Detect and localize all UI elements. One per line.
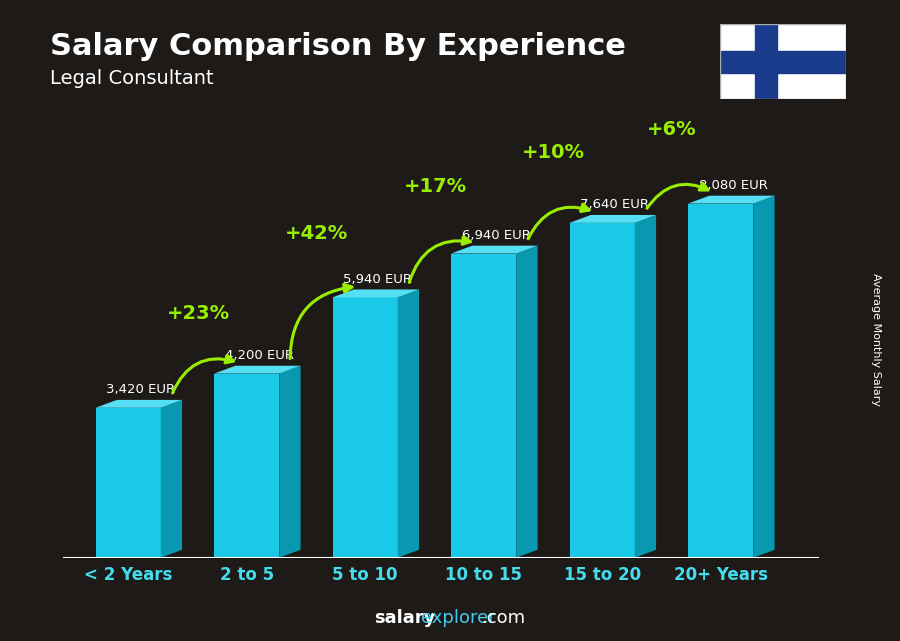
Polygon shape [214,366,301,374]
Polygon shape [451,246,537,254]
Polygon shape [95,408,161,558]
Polygon shape [333,297,398,558]
Text: 5,940 EUR: 5,940 EUR [343,273,412,286]
Polygon shape [570,223,634,558]
Text: salary: salary [374,609,436,627]
Text: +42%: +42% [285,224,348,243]
Polygon shape [688,196,775,204]
Polygon shape [753,196,775,558]
Text: +10%: +10% [522,143,585,162]
Text: 7,640 EUR: 7,640 EUR [580,199,649,212]
Text: 4,200 EUR: 4,200 EUR [225,349,293,362]
Polygon shape [634,215,656,558]
Text: explorer: explorer [421,609,496,627]
Text: 8,080 EUR: 8,080 EUR [698,179,768,192]
Polygon shape [333,290,419,297]
Text: Salary Comparison By Experience: Salary Comparison By Experience [50,32,625,61]
Text: +23%: +23% [166,304,230,323]
Text: 3,420 EUR: 3,420 EUR [106,383,176,396]
Text: +17%: +17% [403,177,466,196]
Polygon shape [688,204,753,558]
Polygon shape [279,366,301,558]
Polygon shape [517,246,537,558]
Text: +6%: +6% [647,120,697,139]
Polygon shape [451,254,517,558]
Text: .com: .com [482,609,526,627]
Polygon shape [398,290,419,558]
Text: Legal Consultant: Legal Consultant [50,69,213,88]
Text: Average Monthly Salary: Average Monthly Salary [870,273,881,406]
Bar [755,24,778,99]
Polygon shape [570,215,656,223]
Polygon shape [161,400,182,558]
Text: 6,940 EUR: 6,940 EUR [462,229,531,242]
Bar [720,51,846,72]
Polygon shape [95,400,182,408]
Polygon shape [214,374,279,558]
